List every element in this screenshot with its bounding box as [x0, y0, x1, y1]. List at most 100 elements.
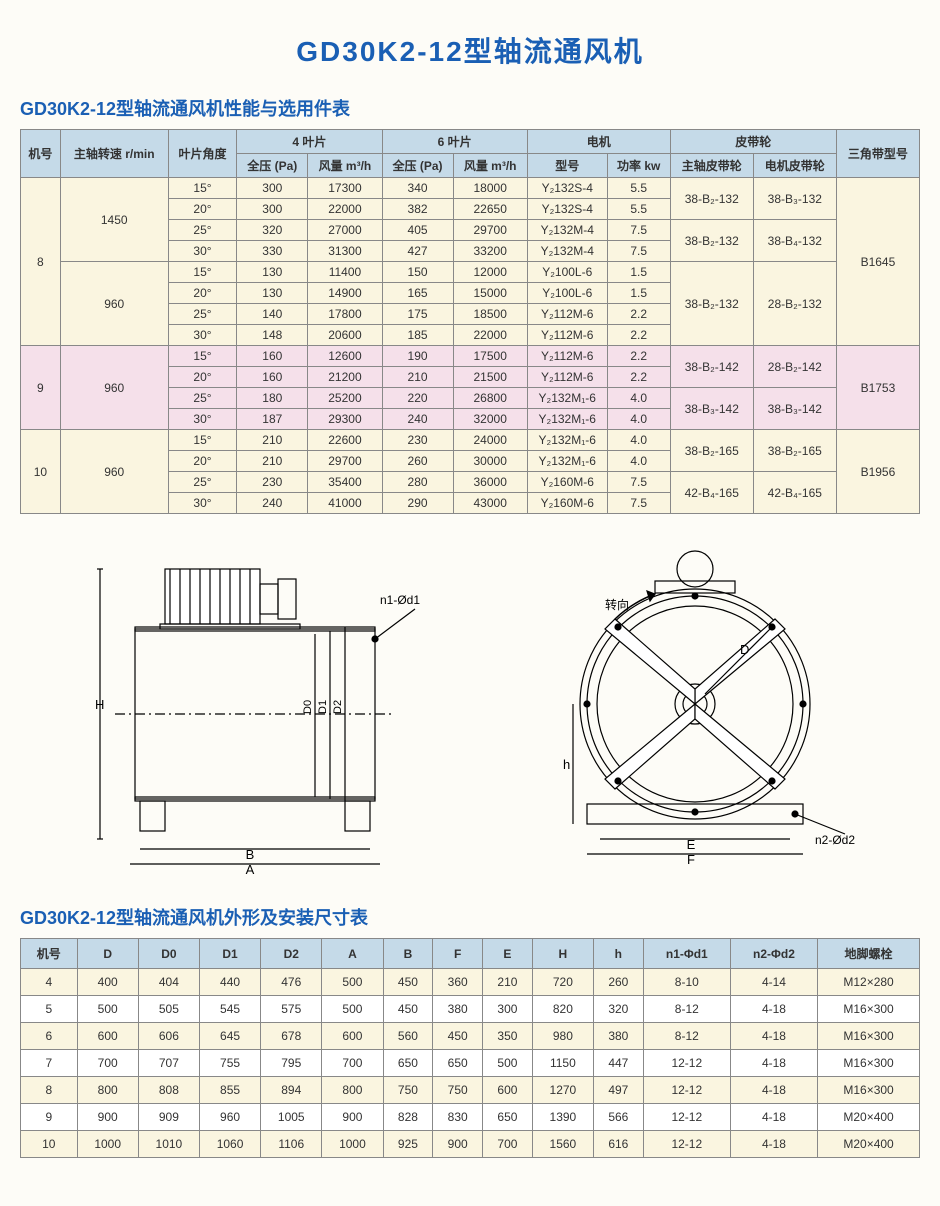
label-H: H	[95, 697, 104, 712]
cell: 12-12	[643, 1104, 730, 1131]
cell: 700	[77, 1050, 138, 1077]
cell: 909	[138, 1104, 199, 1131]
th: F	[433, 939, 483, 969]
cell: 600	[483, 1077, 533, 1104]
cell: 1010	[138, 1131, 199, 1158]
th: 机号	[21, 939, 78, 969]
th-machno: 机号	[21, 130, 61, 178]
th-belt: 三角带型号	[836, 130, 919, 178]
th: B	[383, 939, 433, 969]
cell: 12-12	[643, 1050, 730, 1077]
cell: 894	[261, 1077, 322, 1104]
cell: M16×300	[818, 1050, 920, 1077]
cell: 755	[199, 1050, 260, 1077]
cell: M16×300	[818, 1023, 920, 1050]
th: D1	[199, 939, 260, 969]
th: D	[77, 939, 138, 969]
label-D1: D1	[317, 700, 329, 714]
th: D0	[138, 939, 199, 969]
th: n1-Φd1	[643, 939, 730, 969]
cell: 4-18	[730, 1104, 817, 1131]
th-speed: 主轴转速 r/min	[60, 130, 168, 178]
cell: 450	[383, 996, 433, 1023]
cell: 720	[532, 969, 593, 996]
cell: 260	[593, 969, 643, 996]
cell: 8-10	[643, 969, 730, 996]
cell: 10	[21, 1131, 78, 1158]
cell: 700	[483, 1131, 533, 1158]
cell: 650	[483, 1104, 533, 1131]
cell: 566	[593, 1104, 643, 1131]
cell: 600	[322, 1023, 383, 1050]
cell: 4-18	[730, 1023, 817, 1050]
cell: 900	[77, 1104, 138, 1131]
cell: 8-12	[643, 1023, 730, 1050]
cell: 830	[433, 1104, 483, 1131]
cell: 12-12	[643, 1131, 730, 1158]
cell: 4-18	[730, 1050, 817, 1077]
cell: 8	[21, 1077, 78, 1104]
cell: 500	[77, 996, 138, 1023]
diagram-front: 转向 D h E F n2-Ød2	[505, 539, 885, 879]
th: A	[322, 939, 383, 969]
cell: 1150	[532, 1050, 593, 1077]
th-p6: 全压 (Pa)	[382, 154, 453, 178]
cell: M20×400	[818, 1104, 920, 1131]
cell: 4-18	[730, 1131, 817, 1158]
cell: 450	[433, 1023, 483, 1050]
th-angle: 叶片角度	[168, 130, 237, 178]
cell: 707	[138, 1050, 199, 1077]
cell: 960	[199, 1104, 260, 1131]
performance-table: 机号 主轴转速 r/min 叶片角度 4 叶片 6 叶片 电机 皮带轮 三角带型…	[20, 129, 920, 514]
cell: 4	[21, 969, 78, 996]
label-h: h	[563, 757, 570, 772]
table-row: 99009099601005900828830650139056612-124-…	[21, 1104, 920, 1131]
cell: 800	[322, 1077, 383, 1104]
cell: 300	[483, 996, 533, 1023]
label-F: F	[687, 852, 695, 867]
cell: 400	[77, 969, 138, 996]
label-A: A	[246, 862, 255, 877]
cell: 600	[77, 1023, 138, 1050]
cell: M12×280	[818, 969, 920, 996]
th-f6: 风量 m³/h	[453, 154, 527, 178]
cell: 500	[322, 969, 383, 996]
cell: 497	[593, 1077, 643, 1104]
cell: 616	[593, 1131, 643, 1158]
cell: 645	[199, 1023, 260, 1050]
label-D: D	[740, 642, 749, 657]
diagram-side: H B A n1-Ød1 D0 D1 D2	[55, 539, 435, 879]
cell: 500	[322, 996, 383, 1023]
label-n1d1: n1-Ød1	[380, 593, 420, 607]
label-B: B	[246, 847, 255, 862]
cell: 900	[322, 1104, 383, 1131]
label-n2d2: n2-Ød2	[815, 833, 855, 847]
th-blade4: 4 叶片	[237, 130, 382, 154]
cell: 1060	[199, 1131, 260, 1158]
th-blade6: 6 叶片	[382, 130, 527, 154]
cell: 545	[199, 996, 260, 1023]
cell: 1270	[532, 1077, 593, 1104]
cell: 8-12	[643, 996, 730, 1023]
cell: 606	[138, 1023, 199, 1050]
cell: 828	[383, 1104, 433, 1131]
cell: 650	[383, 1050, 433, 1077]
cell: 5	[21, 996, 78, 1023]
cell: 820	[532, 996, 593, 1023]
th: H	[532, 939, 593, 969]
section1-title: GD30K2-12型轴流通风机性能与选用件表	[20, 95, 920, 121]
table-row: 1096015°2102260023024000Y₂132M₁-64.038-B…	[21, 430, 920, 451]
table-row: 8145015°3001730034018000Y₂132S-45.538-B₂…	[21, 178, 920, 199]
cell: 12-12	[643, 1077, 730, 1104]
table-row: 66006066456786005604503509803808-124-18M…	[21, 1023, 920, 1050]
cell: M16×300	[818, 996, 920, 1023]
th-pw: 功率 kw	[607, 154, 670, 178]
cell: 575	[261, 996, 322, 1023]
cell: 1560	[532, 1131, 593, 1158]
th-f4: 风量 m³/h	[308, 154, 382, 178]
label-E: E	[687, 837, 696, 852]
cell: 360	[433, 969, 483, 996]
table-row: 96015°1301140015012000Y₂100L-61.538-B₂-1…	[21, 262, 920, 283]
cell: 404	[138, 969, 199, 996]
main-title: GD30K2-12型轴流通风机	[20, 30, 920, 70]
